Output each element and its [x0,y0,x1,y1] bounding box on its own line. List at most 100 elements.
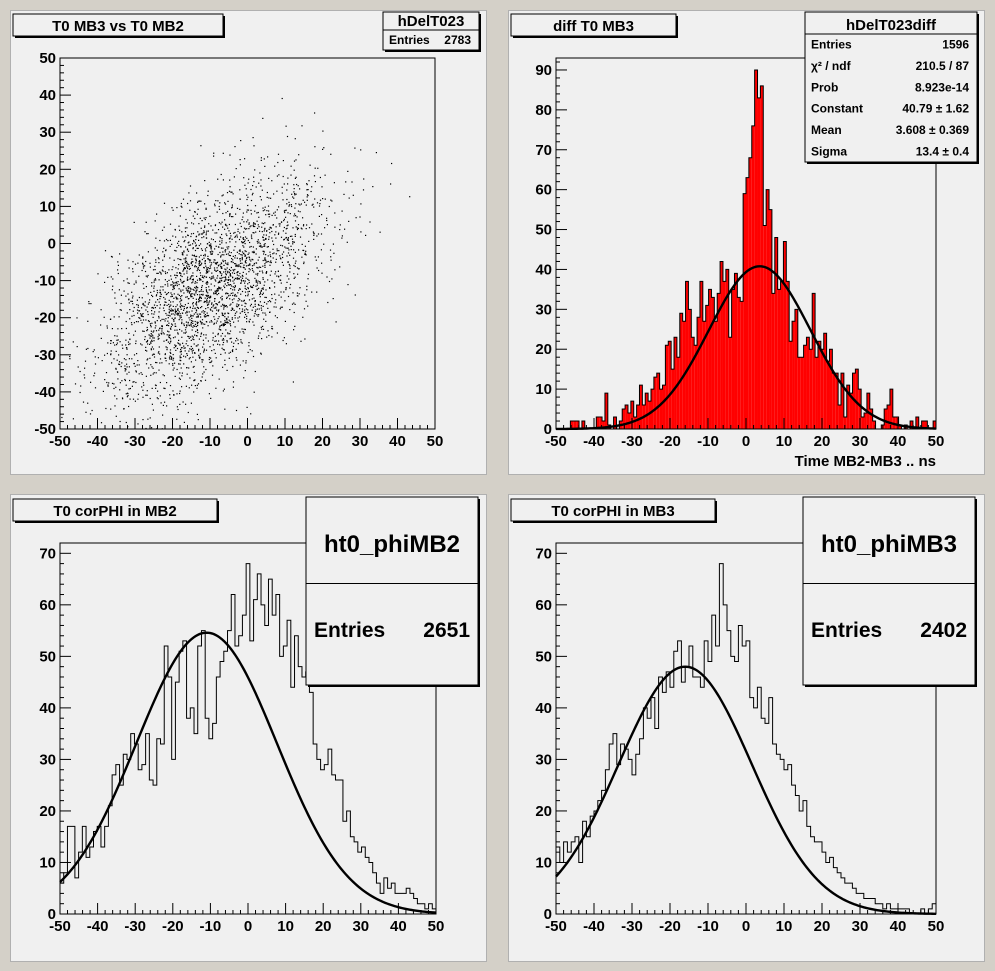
scatter-point [171,284,173,286]
scatter-point [117,339,119,341]
scatter-point [241,257,243,259]
scatter-point [254,205,257,207]
histogram-bar [722,281,726,429]
x-tick-label: 20 [814,918,831,935]
scatter-point [187,242,189,244]
scatter-point [237,300,239,302]
scatter-point [313,175,316,177]
scatter-point [238,278,240,280]
scatter-point [335,321,337,323]
histogram-bar [627,413,631,429]
scatter-point [192,215,194,217]
y-tick-label: 40 [39,700,56,717]
scatter-point [171,310,173,312]
scatter-point [83,374,85,376]
chart-title: T0 corPHI in MB3 [551,503,674,520]
scatter-point [216,261,219,263]
scatter-point [202,339,204,341]
histogram-bar [625,405,628,429]
scatter-point [191,315,193,317]
scatter-point [190,348,192,351]
scatter-point [328,280,331,283]
scatter-point [241,290,244,293]
scatter-point [137,393,140,395]
scatter-point [204,262,206,264]
scatter-point [175,345,177,347]
x-tick-label: -30 [124,918,146,935]
stats-name: hDelT023diff [846,17,937,34]
scatter-point [303,262,305,265]
scatter-point [221,233,223,236]
scatter-point [122,398,124,400]
scatter-point [224,268,226,270]
scatter-point [240,266,242,268]
scatter-point [141,307,143,309]
scatter-point [162,289,164,291]
scatter-point [181,375,183,377]
scatter-point [173,320,175,322]
histogram-bar [754,69,758,429]
histogram-bar [570,421,574,429]
scatter-point [170,313,173,315]
scatter-point [306,224,308,226]
scatter-point [240,140,242,142]
scatter-point [89,413,92,415]
scatter-point [240,339,242,341]
scatter-point [166,324,168,326]
histogram-bar [702,321,706,429]
histogram-bar [843,417,847,429]
scatter-point [136,304,138,306]
scatter-point [192,281,194,283]
scatter-point [320,233,323,235]
histogram-bar [731,289,735,429]
scatter-point [252,246,254,248]
scatter-point [220,278,222,280]
scatter-point [222,247,224,249]
scatter-point [190,288,192,290]
scatter-point [289,265,291,267]
scatter-point [271,237,273,239]
scatter-point [195,310,198,312]
scatter-point [273,193,275,195]
scatter-point [136,309,139,311]
scatter-point [214,269,216,271]
scatter-point [141,314,143,316]
scatter-point [276,317,278,319]
scatter-point [260,353,262,355]
scatter-point [230,285,233,287]
scatter-point [274,234,276,236]
scatter-point [288,249,290,251]
scatter-point [200,243,202,245]
scatter-point [151,339,153,341]
scatter-point [200,264,202,266]
scatter-point [220,266,222,268]
scatter-point [288,204,291,206]
scatter-point [265,261,267,263]
scatter-point [183,355,185,357]
scatter-point [87,320,89,322]
scatter-point [186,262,188,264]
scatter-point [231,272,234,274]
scatter-point [261,309,263,311]
scatter-point [245,265,248,267]
scatter-point [193,239,195,242]
scatter-point [232,255,234,257]
scatter-point [195,309,198,311]
scatter-point [246,315,248,317]
scatter-point [197,324,199,326]
scatter-point [219,251,221,254]
scatter-point [185,258,187,260]
scatter-point [293,264,295,267]
scatter-point [257,315,259,317]
scatter-point [254,370,256,373]
scatter-point [225,329,227,331]
scatter-point [193,289,195,291]
scatter-point [301,243,303,245]
scatter-point [213,155,215,157]
scatter-point [146,394,148,396]
scatter-point [230,288,232,290]
scatter-point [242,216,244,218]
scatter-point [175,349,177,351]
scatter-point [233,321,235,323]
scatter-point [80,385,82,387]
